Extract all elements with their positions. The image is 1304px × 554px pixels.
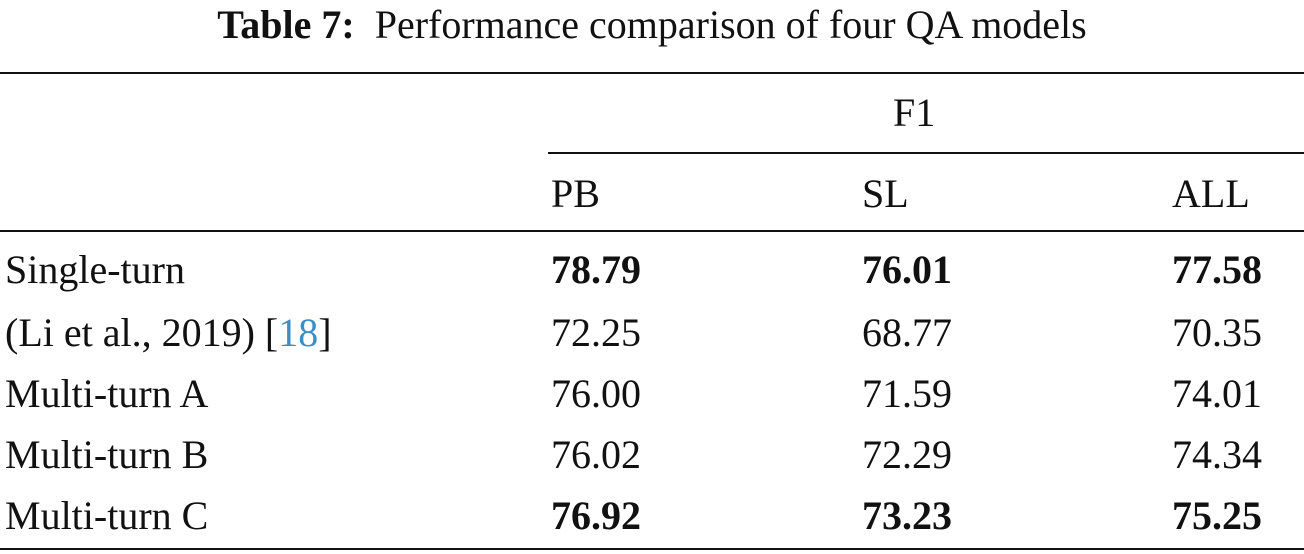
citation-link[interactable]: 18 (278, 310, 319, 355)
row-label-li-et-al-text: (Li et al., 2019) [ (5, 310, 279, 355)
header-group-f1: F1 (893, 90, 936, 135)
row-label-li-et-al: (Li et al., 2019) [18] (5, 309, 332, 357)
header-bottom-rule (0, 230, 1304, 232)
cell-multi-turn-a-sl: 71.59 (862, 371, 952, 416)
cell-single-turn-sl: 76.01 (862, 247, 952, 292)
cell-multi-turn-c-pb: 76.92 (551, 493, 641, 538)
cell-multi-turn-c-all: 75.25 (1172, 493, 1262, 538)
row-label-li-et-al-suffix: ] (318, 310, 332, 355)
cell-single-turn-all: 77.58 (1172, 247, 1262, 292)
row-label-multi-turn-a: Multi-turn A (5, 371, 209, 416)
table-bottom-rule (0, 548, 1304, 550)
header-col-pb: PB (551, 171, 600, 216)
cell-multi-turn-b-all: 74.34 (1172, 432, 1262, 477)
cell-multi-turn-b-sl: 72.29 (862, 432, 952, 477)
table-top-rule (0, 72, 1304, 74)
cell-multi-turn-a-all: 74.01 (1172, 371, 1262, 416)
table-caption-text: Performance comparison of four QA models (374, 2, 1087, 47)
row-label-single-turn: Single-turn (5, 247, 185, 292)
row-label-multi-turn-c: Multi-turn C (5, 493, 209, 538)
cell-li-et-al-all: 70.35 (1172, 310, 1262, 355)
table-caption: Table 7: Performance comparison of four … (0, 0, 1304, 50)
header-group-rule (548, 152, 1304, 154)
cell-single-turn-pb: 78.79 (551, 247, 641, 292)
cell-multi-turn-c-sl: 73.23 (862, 493, 952, 538)
header-col-all: ALL (1172, 171, 1250, 216)
cell-li-et-al-sl: 68.77 (862, 310, 952, 355)
header-col-sl: SL (862, 171, 909, 216)
cell-li-et-al-pb: 72.25 (551, 310, 641, 355)
row-label-multi-turn-b: Multi-turn B (5, 432, 209, 477)
table-caption-label: Table 7: (217, 2, 355, 47)
cell-multi-turn-a-pb: 76.00 (551, 371, 641, 416)
cell-multi-turn-b-pb: 76.02 (551, 432, 641, 477)
